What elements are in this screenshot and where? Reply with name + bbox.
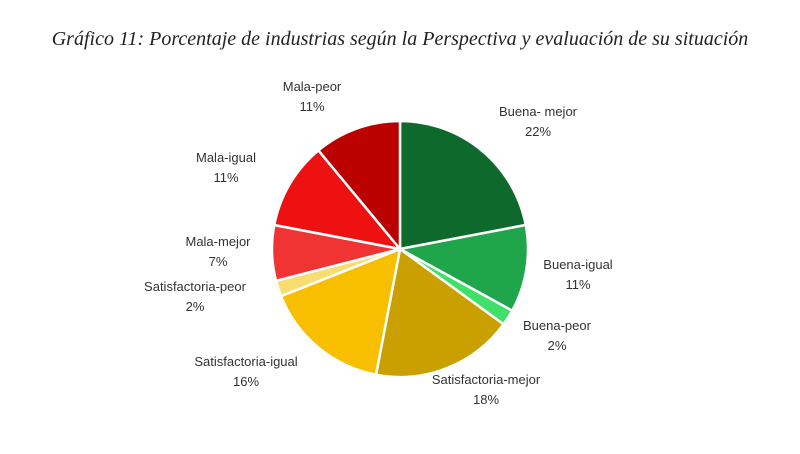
pie-slice-satisfactoria-mejor	[374, 247, 505, 379]
pie-slice-buena-mejor	[398, 119, 527, 251]
pie-slices	[270, 119, 530, 379]
slice-label: Satisfactoria-mejor	[432, 372, 541, 387]
slice-value-label: 11%	[213, 170, 238, 185]
slice-value-label: 11%	[299, 99, 324, 114]
slice-value-label: 2%	[548, 338, 567, 353]
chart-title: Gráfico 11: Porcentaje de industrias seg…	[51, 28, 749, 50]
slice-value-label: 11%	[565, 277, 590, 292]
pie-slice-satisfactoria-igual	[279, 247, 402, 376]
slice-value-label: 2%	[186, 299, 205, 314]
slice-value-label: 18%	[473, 392, 499, 407]
slice-label: Buena-peor	[523, 318, 592, 333]
pie-slice-buena-igual	[398, 223, 530, 312]
slice-label: Buena- mejor	[499, 104, 578, 119]
slice-label: Satisfactoria-peor	[144, 279, 247, 294]
slice-label: Mala-peor	[283, 79, 342, 94]
slice-label: Buena-igual	[543, 257, 612, 272]
slice-value-label: 7%	[209, 254, 228, 269]
slice-label: Mala-igual	[196, 150, 256, 165]
slice-label: Satisfactoria-igual	[194, 354, 297, 369]
slice-value-label: 16%	[233, 374, 259, 389]
pie-labels: Buena- mejor 22% Buena-igual 11% Buena-peor 2…	[144, 79, 613, 407]
pie-slice-mala-igual	[273, 149, 402, 251]
slice-value-label: 22%	[525, 124, 551, 139]
pie-slice-mala-peor	[317, 119, 402, 251]
slice-label: Mala-mejor	[185, 234, 251, 249]
